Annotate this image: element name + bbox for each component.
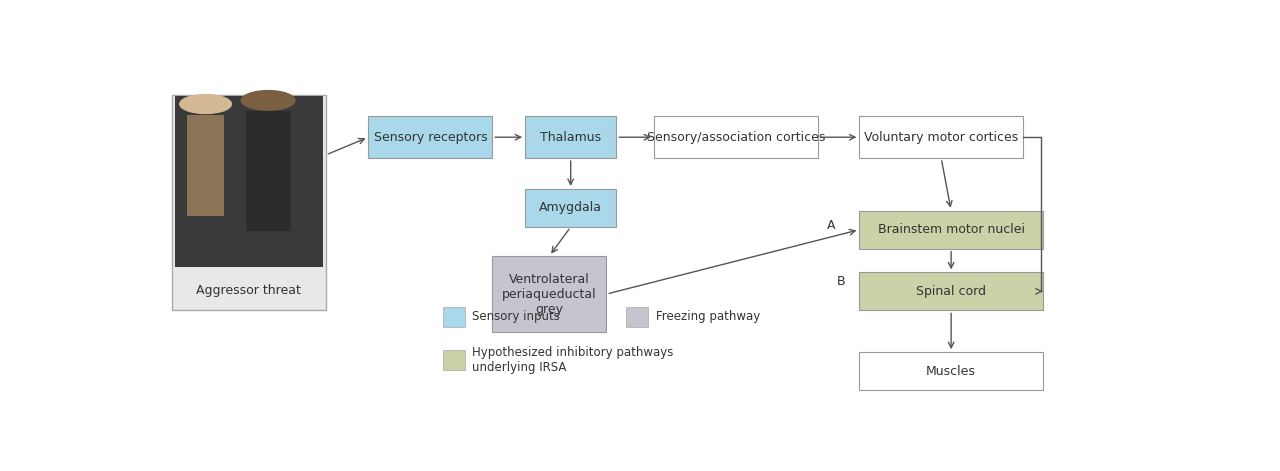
Text: Amygdala: Amygdala — [539, 202, 602, 214]
FancyBboxPatch shape — [859, 211, 1043, 249]
Text: Sensory receptors: Sensory receptors — [374, 131, 488, 144]
FancyBboxPatch shape — [525, 189, 617, 227]
Text: Brainstem motor nuclei: Brainstem motor nuclei — [878, 223, 1024, 236]
FancyBboxPatch shape — [443, 350, 465, 370]
FancyBboxPatch shape — [626, 307, 648, 327]
FancyBboxPatch shape — [493, 256, 607, 332]
FancyBboxPatch shape — [246, 111, 291, 231]
FancyBboxPatch shape — [175, 97, 323, 267]
Text: Voluntary motor cortices: Voluntary motor cortices — [864, 131, 1019, 144]
Text: Thalamus: Thalamus — [540, 131, 602, 144]
FancyBboxPatch shape — [187, 115, 224, 217]
FancyBboxPatch shape — [443, 307, 465, 327]
Text: Spinal cord: Spinal cord — [916, 285, 986, 298]
Text: Sensory inputs: Sensory inputs — [472, 310, 561, 323]
FancyBboxPatch shape — [859, 272, 1043, 310]
Text: B: B — [837, 275, 845, 288]
Text: Hypothesized inhibitory pathways
underlying IRSA: Hypothesized inhibitory pathways underly… — [472, 346, 673, 374]
Circle shape — [179, 95, 232, 114]
Text: Sensory/association cortices: Sensory/association cortices — [646, 131, 826, 144]
FancyBboxPatch shape — [654, 116, 818, 158]
Text: Muscles: Muscles — [927, 365, 977, 378]
Text: Ventrolateral
periaqueductal
grey: Ventrolateral periaqueductal grey — [502, 273, 596, 316]
FancyBboxPatch shape — [859, 116, 1023, 158]
FancyBboxPatch shape — [172, 95, 325, 310]
Circle shape — [242, 90, 294, 110]
Text: Freezing pathway: Freezing pathway — [657, 310, 760, 323]
Text: Aggressor threat: Aggressor threat — [196, 284, 301, 298]
FancyBboxPatch shape — [369, 116, 493, 158]
FancyBboxPatch shape — [525, 116, 617, 158]
FancyBboxPatch shape — [859, 352, 1043, 390]
Text: A: A — [827, 219, 835, 232]
